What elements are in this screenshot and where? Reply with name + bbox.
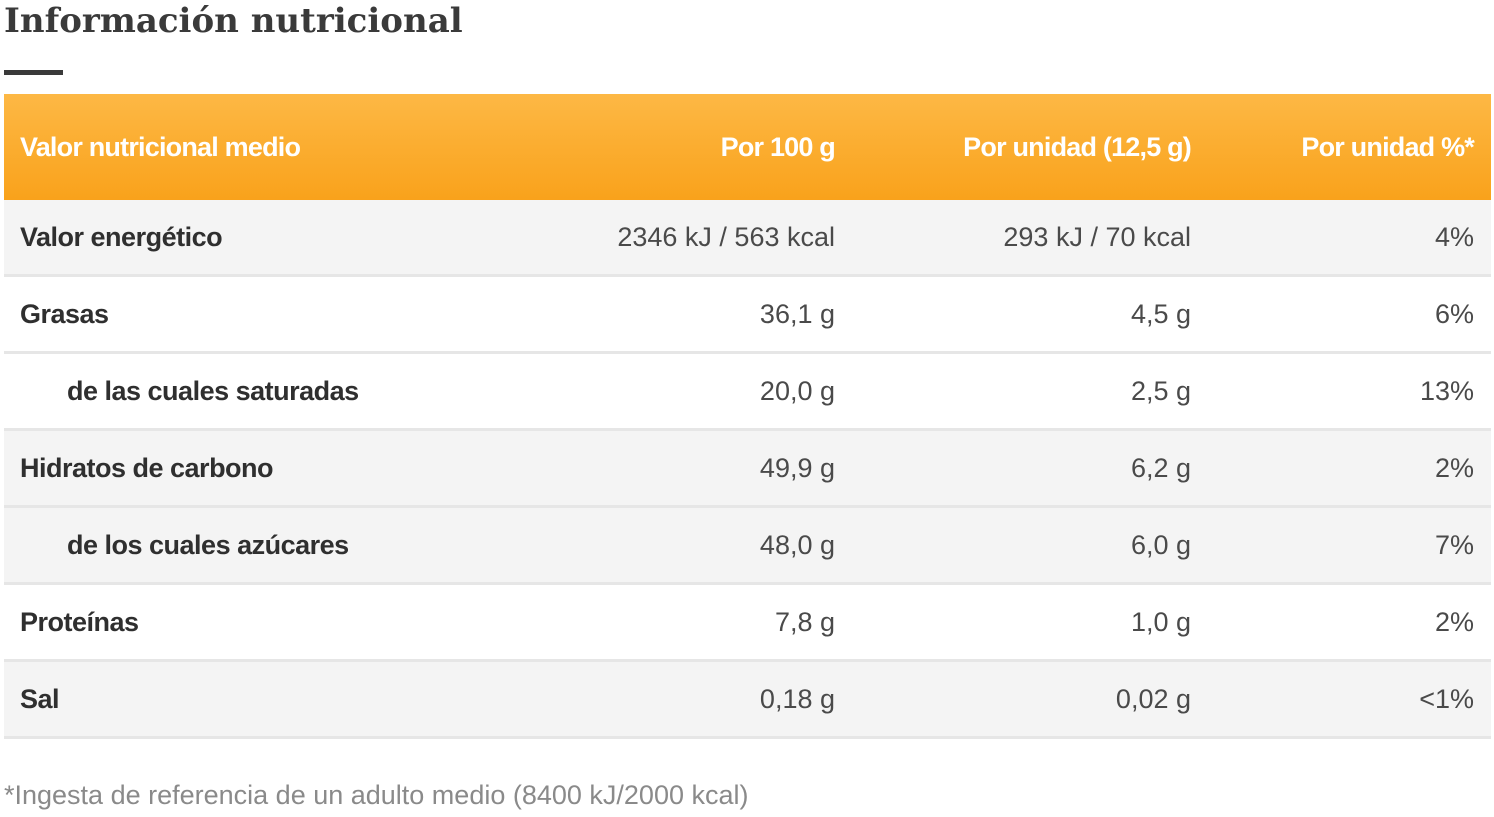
- table-row: Hidratos de carbono 49,9 g 6,2 g 2%: [4, 431, 1491, 508]
- table-row: Proteínas 7,8 g 1,0 g 2%: [4, 585, 1491, 662]
- value-per-100g: 49,9 g: [759, 452, 835, 483]
- table-row: Valor energético 2346 kJ / 563 kcal 293 …: [4, 200, 1491, 277]
- value-percent: 2%: [1434, 606, 1474, 637]
- value-percent: <1%: [1419, 683, 1474, 714]
- footnote: *Ingesta de referencia de un adulto medi…: [4, 780, 749, 810]
- value-per-100g: 7,8 g: [774, 606, 835, 637]
- nutrient-name: de los cuales azúcares: [67, 529, 349, 560]
- table-row: de las cuales saturadas 20,0 g 2,5 g 13%: [4, 354, 1491, 431]
- nutrient-name: Valor energético: [20, 221, 223, 252]
- value-percent: 6%: [1434, 298, 1474, 329]
- table-row: Grasas 36,1 g 4,5 g 6%: [4, 277, 1491, 354]
- value-per-100g: 0,18 g: [759, 683, 835, 714]
- value-per-100g: 20,0 g: [759, 375, 835, 406]
- nutrient-name: Grasas: [20, 298, 109, 329]
- value-per-unit: 1,0 g: [1130, 606, 1191, 637]
- value-percent: 7%: [1434, 529, 1474, 560]
- value-per-unit: 6,0 g: [1130, 529, 1191, 560]
- value-per-100g: 48,0 g: [759, 529, 835, 560]
- value-percent: 4%: [1434, 221, 1474, 252]
- value-percent: 13%: [1419, 375, 1474, 406]
- header-per-100g: Por 100 g: [720, 131, 836, 162]
- page-title: Información nutricional: [4, 1, 463, 41]
- header-nutrient: Valor nutricional medio: [20, 131, 301, 162]
- value-percent: 2%: [1434, 452, 1474, 483]
- nutrition-table: Valor nutricional medio Por 100 g Por un…: [4, 94, 1491, 739]
- nutrient-name: Proteínas: [20, 606, 139, 637]
- nutrient-name: de las cuales saturadas: [67, 375, 359, 406]
- table-row: de los cuales azúcares 48,0 g 6,0 g 7%: [4, 508, 1491, 585]
- value-per-unit: 293 kJ / 70 kcal: [1003, 221, 1191, 252]
- value-per-unit: 0,02 g: [1115, 683, 1191, 714]
- table-row: Sal 0,18 g 0,02 g <1%: [4, 662, 1491, 739]
- nutrient-name: Sal: [20, 683, 60, 714]
- title-underline: [4, 70, 63, 75]
- table-header: Valor nutricional medio Por 100 g Por un…: [4, 94, 1491, 200]
- value-per-unit: 2,5 g: [1130, 375, 1191, 406]
- header-per-unit: Por unidad (12,5 g): [963, 131, 1192, 162]
- nutrient-name: Hidratos de carbono: [20, 452, 274, 483]
- value-per-100g: 36,1 g: [759, 298, 835, 329]
- value-per-unit: 6,2 g: [1130, 452, 1191, 483]
- value-per-100g: 2346 kJ / 563 kcal: [617, 221, 835, 252]
- value-per-unit: 4,5 g: [1130, 298, 1191, 329]
- header-per-unit-percent: Por unidad %*: [1301, 131, 1474, 162]
